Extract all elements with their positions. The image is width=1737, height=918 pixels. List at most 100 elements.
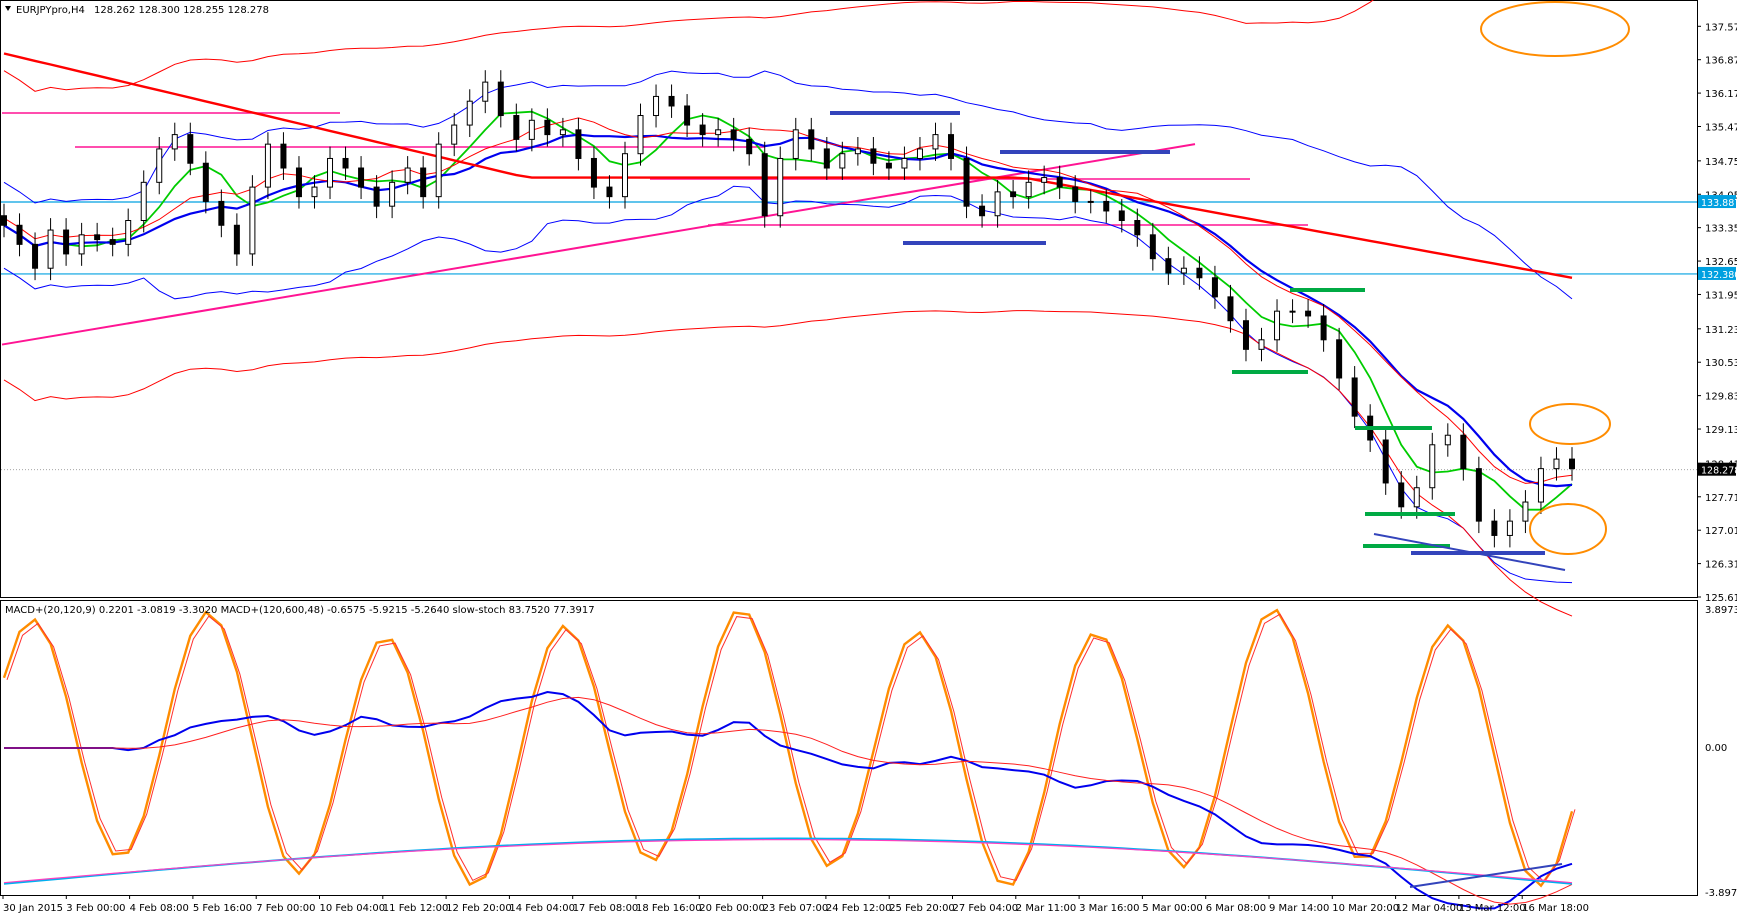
y-tick-label: 130.530 (1705, 358, 1737, 369)
candle-body (187, 134, 194, 164)
candle-body (963, 157, 970, 207)
annotation-ellipse-2 (1529, 503, 1607, 555)
y-tick-label: 129.830 (1705, 392, 1737, 403)
candle-body (792, 129, 799, 159)
candle-body (435, 143, 442, 198)
candle-body (932, 134, 939, 150)
candle-body (1336, 339, 1343, 379)
candle-body (839, 153, 846, 169)
candle-body (202, 162, 209, 202)
candle-body (544, 119, 551, 136)
candle-body (451, 124, 458, 145)
candle-body (606, 186, 613, 198)
candle-body (528, 119, 535, 140)
candle-body (1087, 200, 1094, 203)
candle-body (637, 115, 644, 155)
candle-body (746, 138, 753, 155)
slow-stoch-line (2, 608, 1574, 888)
indicator-pane (2, 608, 1576, 910)
candle-body (994, 191, 1001, 217)
candle-body (63, 229, 70, 255)
candle-body (823, 148, 830, 169)
candle-body (94, 234, 101, 241)
candle-body (1320, 315, 1327, 341)
candle-body (125, 220, 132, 245)
candle-body (1413, 487, 1420, 508)
candle-body (684, 105, 691, 126)
candle-body (1475, 468, 1482, 522)
candle-body (171, 134, 178, 150)
candle-body (653, 95, 660, 117)
candle-body (16, 224, 23, 245)
candle-body (1382, 439, 1389, 484)
x-tick-label: 25 Feb 20:00 (889, 903, 955, 914)
y-tick-label: 131.950 (1705, 290, 1737, 301)
ma-slow-line (3, 52, 1573, 279)
macd-slow-signal-line (3, 839, 1573, 884)
candle-body (1227, 296, 1234, 322)
candle-body (1274, 310, 1281, 341)
candle-body (870, 148, 877, 164)
price-tag-box (1698, 195, 1736, 209)
candle-body (1444, 434, 1451, 446)
x-tick-label: 13 Mar 12:00 (1459, 903, 1526, 914)
candle-body (1506, 520, 1513, 536)
candle-body (1118, 210, 1125, 222)
bb-outer-lower (3, 310, 1573, 617)
candle-body (916, 148, 923, 159)
bb-outer-upper (3, 0, 1374, 92)
candle-body (777, 157, 784, 217)
y-tick-label: 136.870 (1705, 56, 1737, 67)
candle-body (420, 167, 427, 198)
candle-body (311, 186, 318, 198)
y-tick-label: 127.010 (1705, 526, 1737, 537)
candle-body (1056, 177, 1063, 188)
candle-body (1522, 501, 1529, 522)
x-tick-label: 12 Feb 20:00 (446, 903, 512, 914)
candle-body (979, 205, 986, 217)
candle-body (327, 157, 334, 188)
y-tick-label: 125.610 (1705, 593, 1737, 604)
macd-fast-line (4, 690, 1573, 910)
x-tick-label: 20 Feb 00:00 (699, 903, 765, 914)
candle-body (1242, 320, 1249, 350)
main-pane (1, 0, 1697, 617)
candle-body (140, 181, 147, 222)
bb-inner-upper (3, 70, 1573, 300)
price-tag-label: 132.380 (1701, 270, 1737, 281)
indicator-divergence-line (1409, 863, 1563, 888)
axes: 137.570136.870136.170135.470134.750134.0… (2, 22, 1737, 914)
dropdown-triangle-icon[interactable] (5, 6, 11, 11)
x-tick-label: 11 Feb 12:00 (383, 903, 449, 914)
candle-body (1569, 458, 1575, 470)
candle-body (1351, 377, 1358, 417)
price-tag-box (1698, 462, 1736, 476)
candle-body (249, 186, 256, 255)
candle-body (1180, 267, 1187, 274)
ma-fast-line (3, 110, 1573, 511)
candle-body (761, 153, 768, 217)
x-tick-label: 30 Jan 2015 (3, 903, 63, 914)
candle-body (1041, 177, 1048, 183)
candle-body (389, 181, 396, 207)
candle-body (156, 148, 163, 183)
candle-body (1211, 277, 1218, 298)
y-tick-label: 133.350 (1705, 224, 1737, 235)
price-tag-box (1698, 266, 1736, 280)
x-tick-label: 9 Mar 14:00 (1269, 903, 1329, 914)
symbol-label: EURJPYpro,H4 (16, 5, 85, 16)
candle-body (1398, 482, 1405, 508)
y-tick-label: 129.130 (1705, 425, 1737, 436)
candle-body (373, 186, 380, 207)
candle-body (1103, 200, 1110, 212)
x-tick-label: 5 Mar 00:00 (1142, 903, 1202, 914)
macd-fast-signal-line (4, 696, 1573, 905)
x-tick-label: 4 Feb 08:00 (130, 903, 189, 914)
candle-body (1025, 181, 1032, 198)
ohlc-label: 128.262 128.300 128.255 128.278 (94, 5, 269, 16)
candle-body (885, 162, 892, 169)
candle-body (1196, 267, 1203, 279)
x-tick-label: 3 Mar 16:00 (1079, 903, 1139, 914)
